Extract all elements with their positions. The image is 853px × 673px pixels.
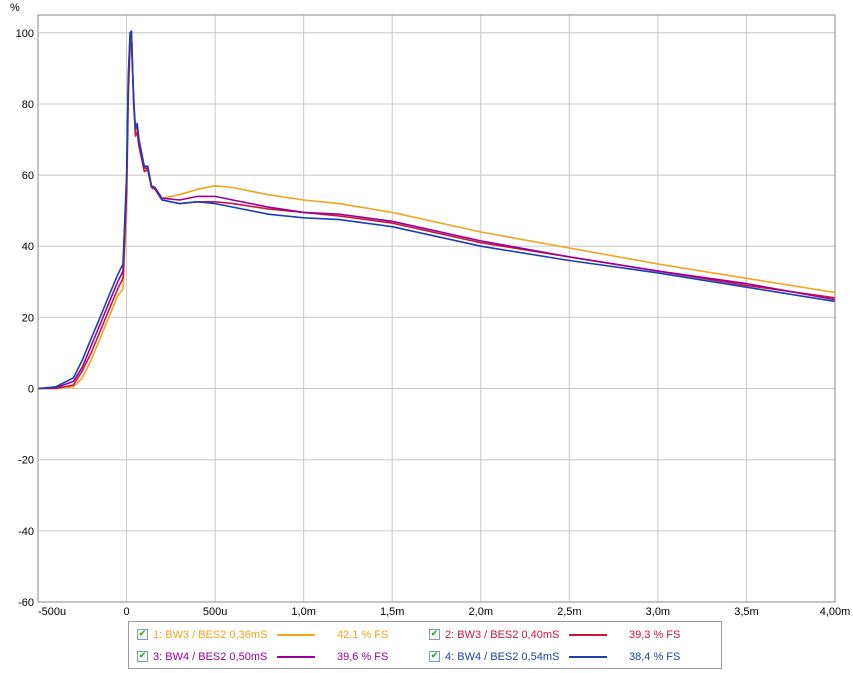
series-lines	[37, 30, 836, 390]
legend-series-label: 1: BW3 / BES2 0,36mS	[153, 629, 268, 641]
x-tick-label: 3,0m	[646, 606, 670, 618]
y-tick-label: -40	[18, 526, 34, 538]
legend-series-value: 38,4 % FS	[629, 651, 681, 663]
series-visibility-checkbox[interactable]: ✔	[137, 651, 148, 662]
legend: ✔ 1: BW3 / BES2 0,36mS 42,1 % FS ✔ 2: BW3 / …	[128, 621, 722, 669]
legend-line-swatch	[277, 634, 315, 636]
legend-series-value: 39,6 % FS	[337, 651, 389, 663]
series-visibility-checkbox[interactable]: ✔	[429, 651, 440, 662]
legend-series-label: 4: BW4 / BES2 0,54mS	[445, 651, 560, 663]
legend-series-value: 39,3 % FS	[629, 629, 681, 641]
legend-series-value: 42,1 % FS	[337, 629, 389, 641]
x-tick-label: 4,00m	[820, 606, 851, 618]
legend-item-1: ✔ 1: BW3 / BES2 0,36mS 42,1 % FS	[137, 627, 417, 643]
chart-area: -60 -40 -20 0 20 40 60 80 100 -500u 0 500u 1,0m 1,5m 2…	[10, 2, 851, 618]
y-tick-label: 40	[22, 241, 34, 253]
x-tick-label: 3,5m	[734, 606, 758, 618]
y-tick-label: 0	[28, 384, 34, 396]
y-tick-label: 100	[16, 28, 34, 40]
grid-lines	[37, 15, 836, 603]
y-tick-label: 60	[22, 170, 34, 182]
x-tick-label: 1,5m	[380, 606, 404, 618]
y-tick-label: -60	[18, 597, 34, 609]
legend-item-2: ✔ 2: BW3 / BES2 0,40mS 39,3 % FS	[429, 627, 709, 643]
legend-line-swatch	[569, 656, 607, 658]
x-tick-label: 0	[123, 606, 129, 618]
y-axis-unit: %	[10, 2, 20, 14]
y-tick-label: -20	[18, 455, 34, 467]
tick-labels: -60 -40 -20 0 20 40 60 80 100 -500u 0 500u 1,0m 1,5m 2…	[16, 28, 851, 618]
y-tick-label: 20	[22, 312, 34, 324]
plot-frame	[37, 14, 836, 603]
x-tick-label: 2,5m	[557, 606, 581, 618]
legend-item-3: ✔ 3: BW4 / BES2 0,50mS 39,6 % FS	[137, 649, 417, 665]
legend-series-label: 3: BW4 / BES2 0,50mS	[153, 651, 268, 663]
x-tick-label: -500u	[38, 606, 66, 618]
x-tick-label: 500u	[203, 606, 227, 618]
series-line-3	[37, 33, 836, 390]
series-line-4	[37, 30, 836, 390]
series-line-1	[38, 42, 836, 390]
x-tick-label: 2,0m	[469, 606, 493, 618]
series-visibility-checkbox[interactable]: ✔	[137, 629, 148, 640]
x-tick-label: 1,0m	[291, 606, 315, 618]
legend-line-swatch	[569, 634, 607, 636]
legend-line-swatch	[277, 656, 315, 658]
series-visibility-checkbox[interactable]: ✔	[429, 629, 440, 640]
series-line-2	[38, 40, 836, 390]
y-tick-label: 80	[22, 99, 34, 111]
legend-series-label: 2: BW3 / BES2 0,40mS	[445, 629, 560, 641]
legend-item-4: ✔ 4: BW4 / BES2 0,54mS 38,4 % FS	[429, 649, 709, 665]
